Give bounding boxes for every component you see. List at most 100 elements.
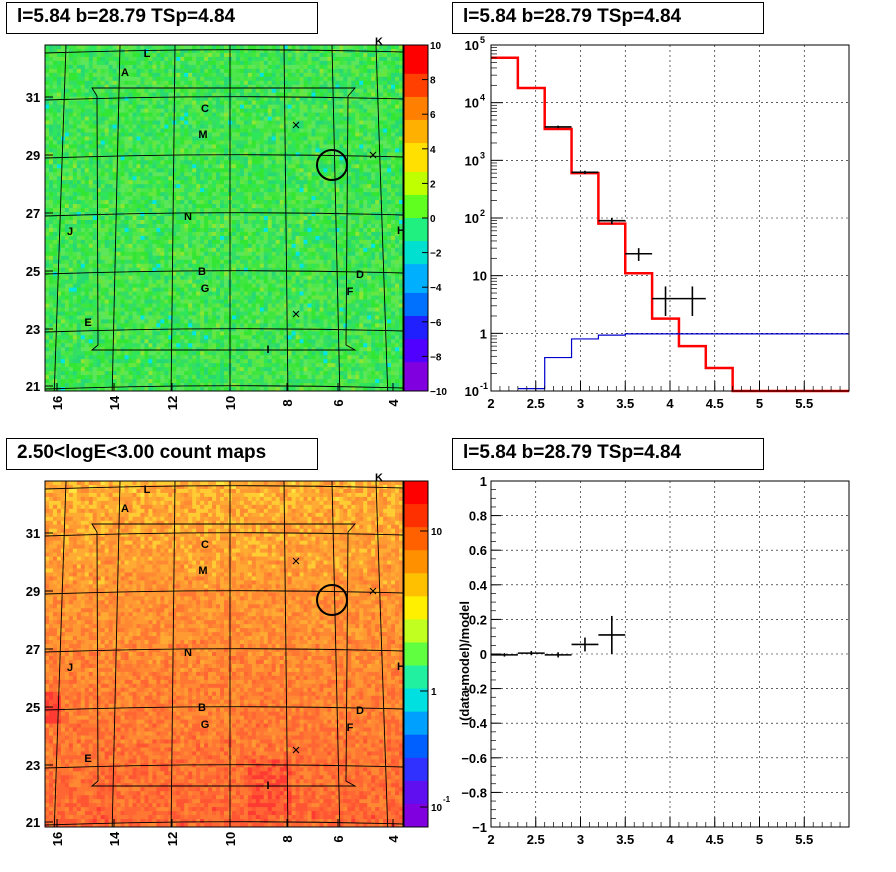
map-pixel — [164, 92, 169, 98]
map-pixel — [204, 184, 209, 189]
map-pixel — [188, 84, 193, 90]
map-pixel — [395, 208, 400, 213]
map-pixel — [367, 80, 372, 86]
map-pixel — [60, 96, 66, 102]
map-pixel — [235, 88, 241, 94]
map-pixel — [371, 124, 376, 129]
map-pixel — [60, 160, 66, 165]
map-pixel — [168, 247, 173, 253]
map-pixel — [156, 84, 161, 90]
map-pixel — [291, 164, 296, 169]
map-pixel — [128, 204, 133, 209]
map-pixel — [60, 227, 66, 233]
map-pixel — [323, 227, 328, 233]
map-pixel — [279, 64, 285, 70]
map-pixel — [92, 263, 98, 269]
map-pixel — [196, 108, 201, 114]
map-pixel — [255, 48, 261, 54]
map-pixel — [299, 160, 304, 165]
map-pixel — [287, 140, 293, 145]
map-pixel — [156, 100, 161, 106]
map-pixel — [80, 120, 86, 125]
map-pixel — [371, 247, 376, 253]
map-pixel — [359, 239, 364, 245]
map-pixel — [204, 212, 209, 217]
map-pixel — [295, 251, 300, 257]
map-pixel — [379, 45, 384, 50]
map-pixel — [307, 116, 312, 121]
map-pixel — [387, 251, 392, 257]
map-pixel — [275, 223, 281, 229]
map-pixel — [235, 56, 241, 62]
map-pixel — [200, 212, 205, 217]
map-pixel — [212, 243, 217, 249]
map-pixel — [168, 216, 173, 221]
map-pixel — [224, 219, 229, 225]
map-pixel — [247, 160, 253, 165]
map-pixel — [255, 68, 261, 74]
map-pixel — [204, 239, 209, 245]
map-pixel — [112, 72, 117, 78]
map-pixel — [116, 223, 121, 229]
map-pixel — [224, 56, 229, 62]
map-pixel — [100, 120, 106, 125]
map-pixel — [192, 156, 197, 161]
map-pixel — [255, 104, 261, 110]
map-pixel — [339, 160, 344, 165]
map-pixel — [327, 152, 332, 157]
map-pixel — [263, 255, 269, 261]
map-pixel — [164, 192, 169, 197]
map-pixel — [279, 239, 285, 245]
map-pixel — [112, 156, 117, 161]
map-pixel — [311, 104, 316, 110]
map-pixel — [208, 108, 213, 114]
map-pixel — [243, 212, 249, 217]
map-pixel — [339, 132, 344, 137]
map-pixel — [148, 76, 153, 82]
map-pixel — [251, 216, 257, 221]
map-pixel — [120, 72, 125, 78]
map-pixel — [367, 96, 372, 102]
map-pixel — [251, 112, 257, 117]
map-pixel — [347, 140, 352, 145]
map-pixel — [347, 168, 352, 173]
map-pixel — [231, 128, 237, 133]
map-pixel — [164, 176, 169, 181]
map-pixel — [335, 76, 340, 82]
map-pixel — [104, 243, 110, 249]
map-pixel — [196, 216, 201, 221]
map-pixel — [311, 136, 316, 141]
map-pixel — [136, 164, 141, 169]
map-pixel — [208, 251, 213, 257]
map-pixel — [251, 56, 257, 62]
map-pixel — [92, 120, 98, 125]
map-pixel — [303, 243, 308, 249]
map-pixel — [136, 208, 141, 213]
map-pixel — [235, 196, 241, 201]
map-pixel — [188, 104, 193, 110]
map-pixel — [212, 223, 217, 229]
map-pixel — [76, 88, 82, 94]
map-pixel — [267, 160, 273, 165]
map-pixel — [291, 148, 296, 153]
map-pixel — [287, 84, 293, 90]
map-pixel — [395, 52, 400, 58]
map-pixel — [60, 152, 66, 157]
map-pixel — [164, 108, 169, 114]
map-pixel — [315, 100, 320, 106]
map-pixel — [343, 144, 348, 149]
map-pixel — [64, 52, 70, 58]
map-pixel — [251, 160, 257, 165]
map-pixel — [56, 208, 62, 213]
map-pixel — [383, 116, 388, 121]
map-pixel — [208, 204, 213, 209]
map-pixel — [148, 180, 153, 185]
map-pixel — [395, 255, 400, 261]
map-pixel — [84, 124, 90, 129]
map-pixel — [112, 100, 117, 106]
map-pixel — [104, 64, 110, 70]
map-pixel — [323, 45, 328, 50]
map-pixel — [92, 144, 98, 149]
map-pixel — [136, 160, 141, 165]
map-pixel — [311, 116, 316, 121]
